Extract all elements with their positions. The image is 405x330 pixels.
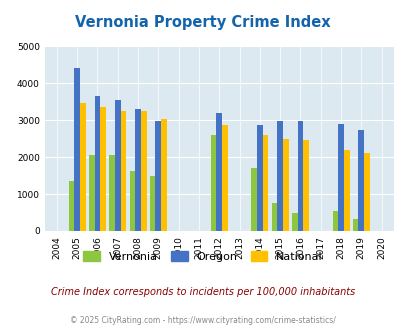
Bar bbox=[141, 111, 146, 231]
Bar bbox=[222, 125, 227, 231]
Bar bbox=[210, 135, 216, 231]
Legend: Vernonia, Oregon, National: Vernonia, Oregon, National bbox=[79, 247, 326, 267]
Text: Crime Index corresponds to incidents per 100,000 inhabitants: Crime Index corresponds to incidents per… bbox=[51, 287, 354, 297]
Text: Vernonia Property Crime Index: Vernonia Property Crime Index bbox=[75, 15, 330, 30]
Bar bbox=[100, 107, 106, 231]
Bar bbox=[251, 168, 256, 231]
Bar bbox=[262, 135, 268, 231]
Bar bbox=[303, 140, 308, 231]
Bar bbox=[343, 150, 349, 231]
Bar bbox=[332, 212, 337, 231]
Bar bbox=[149, 176, 155, 231]
Bar bbox=[291, 213, 297, 231]
Bar bbox=[363, 153, 369, 231]
Text: © 2025 CityRating.com - https://www.cityrating.com/crime-statistics/: © 2025 CityRating.com - https://www.city… bbox=[70, 315, 335, 325]
Bar bbox=[74, 68, 80, 231]
Bar bbox=[80, 104, 85, 231]
Bar bbox=[129, 171, 135, 231]
Bar bbox=[358, 130, 363, 231]
Bar bbox=[68, 181, 74, 231]
Bar bbox=[120, 111, 126, 231]
Bar bbox=[161, 119, 166, 231]
Bar bbox=[277, 121, 282, 231]
Bar bbox=[155, 121, 161, 231]
Bar bbox=[297, 121, 303, 231]
Bar bbox=[337, 124, 343, 231]
Bar bbox=[352, 219, 358, 231]
Bar bbox=[89, 155, 94, 231]
Bar bbox=[109, 155, 115, 231]
Bar bbox=[256, 125, 262, 231]
Bar bbox=[216, 113, 222, 231]
Bar bbox=[94, 96, 100, 231]
Bar bbox=[271, 203, 277, 231]
Bar bbox=[135, 109, 141, 231]
Bar bbox=[115, 100, 120, 231]
Bar bbox=[282, 139, 288, 231]
